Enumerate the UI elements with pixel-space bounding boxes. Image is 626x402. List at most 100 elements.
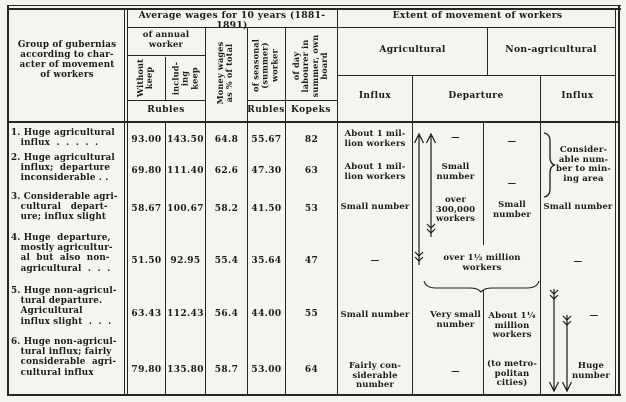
rule (7, 394, 621, 396)
rule (127, 10, 128, 394)
col-header-departure: Departure (448, 91, 504, 101)
cell-wage: 58.2 (214, 204, 239, 214)
row-label: 5. Huge non-agricul- tural departure. Ag… (11, 286, 117, 327)
unit-rubles-annual: Rubles (147, 105, 185, 115)
cell-agr-influx: About 1 mil- lion workers (344, 129, 406, 149)
row4-under-brace-icon (423, 280, 540, 293)
rule (127, 55, 205, 56)
rule (615, 10, 616, 394)
col-header-including-keep: includ- ing keep (170, 61, 200, 96)
mining-area-note: Consider- able num- ber to min- ing area (556, 145, 611, 184)
cell-wage: 82 (304, 135, 319, 145)
cell-wage: 44.00 (251, 309, 282, 319)
cell-agr-influx: About 1 mil- lion workers (344, 162, 406, 182)
cell-wage: 64.8 (214, 135, 239, 145)
col-header-seasonal-worker: of seasonal (summer) worker (250, 38, 280, 93)
cell-wage: 100.67 (167, 204, 204, 214)
cell-departure: over 300,000 workers (435, 195, 476, 225)
rule (165, 123, 166, 394)
rule (124, 10, 125, 394)
cell-departure: Small number (492, 200, 532, 220)
cell-departure: — (507, 137, 517, 147)
rule (483, 290, 484, 394)
cell-nonagr-influx: — (573, 257, 583, 267)
cell-wage: 55 (304, 309, 319, 319)
cell-wage: 53.00 (251, 365, 282, 375)
rule (7, 121, 618, 123)
cell-wage: 143.50 (167, 135, 204, 145)
rule (540, 76, 541, 394)
cell-departure-span: over 1½ million workers (443, 253, 521, 273)
cell-agr-influx: — (370, 256, 380, 266)
rule (247, 28, 248, 394)
row-label: 6. Huge non-agricul- tural influx; fairl… (11, 337, 117, 378)
col-group-agricultural: Agricultural (379, 44, 446, 55)
col-header-money-wages-pct: Money wages as % of total (215, 41, 235, 105)
rule (483, 123, 484, 245)
rule (165, 57, 166, 100)
cell-wage: 135.80 (167, 365, 204, 375)
cell-wage: 55.67 (251, 135, 282, 145)
cell-wage: 35.64 (251, 256, 282, 266)
cell-wage: 92.95 (170, 256, 201, 266)
col-header-nonagr-influx: Influx (561, 91, 594, 101)
rule (338, 75, 616, 76)
rule (618, 5, 620, 396)
cell-departure: About 1¼ million workers (488, 311, 536, 341)
cell-departure: Very small number (430, 310, 481, 330)
cell-agr-influx: Small number (340, 202, 410, 212)
cell-nonagr-influx: — (589, 311, 599, 321)
stub-column-header: Group of gubernias according to char- ac… (17, 40, 117, 80)
cell-agr-influx: Fairly con- siderable number (348, 361, 402, 391)
cell-wage: 112.43 (167, 309, 204, 319)
cell-wage: 93.00 (131, 135, 162, 145)
col-header-agr-influx: Influx (358, 91, 392, 101)
cell-departure: (to metro- politan cities) (486, 359, 538, 389)
rule (487, 28, 488, 75)
cell-agr-influx: Small number (340, 310, 410, 320)
rule (127, 27, 616, 28)
cell-wage: 53 (304, 204, 319, 214)
row-label: 1. Huge agricultural influx . . . . . (11, 128, 115, 149)
movement-section-title: Extent of movement of workers (392, 10, 563, 21)
cell-wage: 56.4 (214, 309, 239, 319)
influx-down-arrow-left-icon (548, 289, 560, 393)
cell-wage: 64 (304, 365, 319, 375)
rule (205, 28, 206, 394)
col-group-non-agricultural: Non-agricultural (505, 44, 597, 55)
rule (7, 8, 621, 10)
cell-wage: 47 (304, 256, 319, 266)
rule (127, 100, 205, 101)
cell-wage: 55.4 (214, 256, 239, 266)
col-header-without-keep: Without keep (135, 58, 155, 98)
cell-departure: — (507, 179, 517, 189)
cell-wage: 51.50 (131, 256, 162, 266)
col-group-annual-worker: of annual worker (142, 30, 190, 50)
rule (337, 10, 338, 394)
rule (7, 5, 621, 6)
cell-wage: 41.50 (251, 204, 282, 214)
rule (285, 28, 286, 394)
cell-departure: — (451, 133, 460, 143)
cell-wage: 111.40 (167, 166, 204, 176)
cell-wage: 58.7 (214, 365, 239, 375)
cell-wage: 62.6 (214, 166, 239, 176)
cell-wage: 63.43 (131, 309, 162, 319)
col-header-day-labourer: of day labourer in summer, own board (291, 34, 330, 98)
cell-wage: 69.80 (131, 166, 162, 176)
unit-rubles-seasonal: Rubles (247, 105, 285, 115)
cell-nonagr-influx: Huge number (571, 361, 611, 381)
cell-wage: 79.80 (131, 365, 162, 375)
rule (412, 76, 413, 394)
row-label: 4. Huge departure, mostly agricultur- al… (11, 233, 113, 274)
unit-kopeks: Kopeks (291, 105, 331, 115)
row-label: 3. Considerable agri- cultural depart- u… (11, 192, 118, 223)
row-label: 2. Huge agricultural influx; departure i… (11, 153, 115, 184)
cell-wage: 58.67 (131, 204, 162, 214)
cell-wage: 47.30 (251, 166, 282, 176)
rule (248, 100, 337, 101)
cell-departure: Small number (436, 162, 475, 182)
cell-departure: — (451, 367, 460, 377)
departure-up-arrow-left-icon (413, 132, 425, 265)
